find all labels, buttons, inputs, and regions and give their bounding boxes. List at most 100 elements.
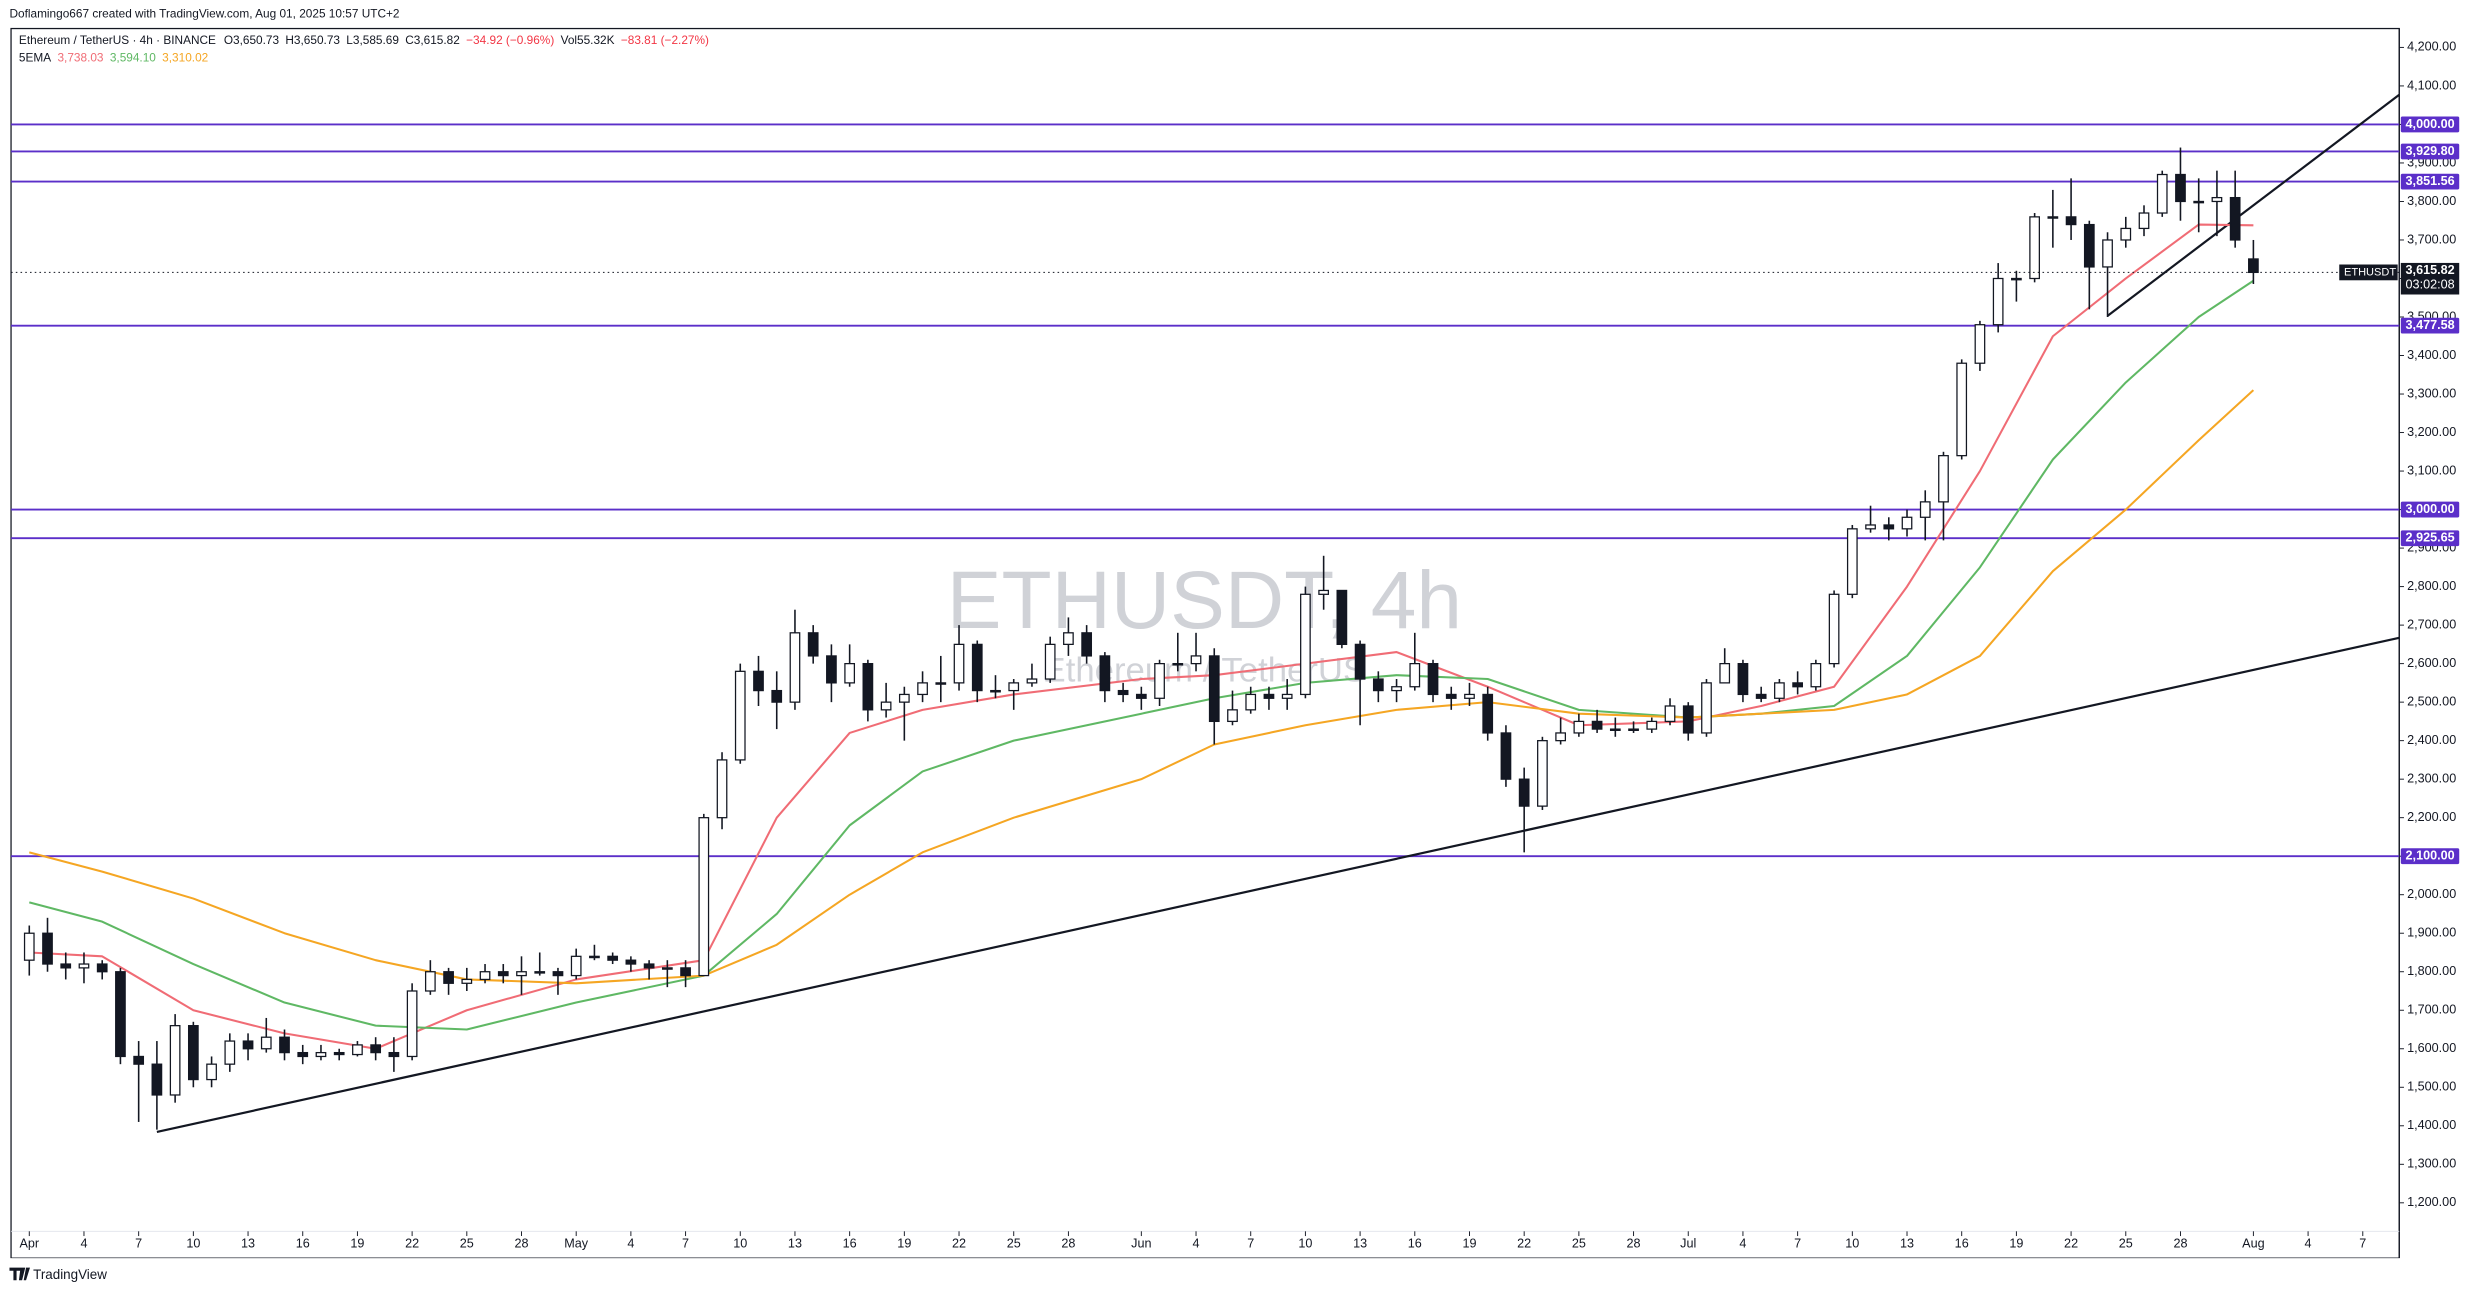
brand-logo [9, 1267, 30, 1281]
candle-body [1063, 632, 1074, 646]
candle-body [2248, 258, 2259, 274]
candle-body [42, 932, 53, 965]
candle-body [479, 971, 491, 981]
candle-body [2102, 239, 2113, 268]
candle-body [388, 1051, 400, 1058]
x-tick-label: 13 [788, 1236, 802, 1250]
candle-body [1628, 728, 1639, 731]
candle-body [1792, 682, 1803, 688]
x-tick-label: Jul [1680, 1236, 1696, 1250]
candle-body [1081, 632, 1093, 657]
candle-body [224, 1040, 236, 1065]
candle-body [1737, 662, 1749, 696]
candle-body [844, 662, 856, 684]
level-label: 3,929.80 [2406, 144, 2455, 158]
candle-body [661, 967, 673, 970]
x-tick-label: 25 [2119, 1236, 2133, 1250]
candle-body [880, 701, 892, 711]
y-tick-label: 3,200.00 [2407, 425, 2456, 439]
candle-body [1974, 324, 1986, 364]
candle-body [716, 759, 728, 819]
symbol-box [2339, 264, 2398, 281]
level-label: 3,000.00 [2406, 502, 2455, 516]
level-label: 2,925.65 [2406, 531, 2455, 545]
candle-body [60, 963, 72, 969]
candle-body [2047, 216, 2059, 219]
candle-body [1409, 662, 1421, 688]
candle-body [315, 1051, 327, 1058]
candle-body [990, 689, 1001, 693]
level-label-box [2400, 173, 2460, 190]
x-tick-label: May [564, 1236, 589, 1250]
candle-body [151, 1063, 163, 1096]
trendline [2106, 93, 2400, 317]
y-tick-label: 2,200.00 [2407, 810, 2456, 824]
candle-body [2029, 216, 2040, 280]
candle-body [1810, 662, 1822, 688]
volume-change: −83.81 (−2.27%) [621, 33, 709, 47]
candle-body [1701, 682, 1712, 734]
candle-body [1865, 524, 1876, 530]
candle-body [1245, 693, 1257, 711]
candle-body [2138, 212, 2150, 230]
x-tick-label: 19 [350, 1236, 364, 1250]
top-bar [0, 0, 2475, 29]
candle-body [734, 670, 746, 761]
candle-body [2011, 277, 2022, 281]
candle-body [115, 971, 126, 1058]
candle-body [607, 955, 619, 961]
x-tick-label: 7 [2359, 1236, 2366, 1250]
y-tick-label: 2,600.00 [2407, 656, 2456, 670]
candle-body [826, 655, 837, 684]
x-tick-label: 4 [2305, 1236, 2312, 1250]
high: H3,650.73 [285, 33, 340, 47]
x-tick-label: 4 [627, 1236, 634, 1250]
close: C3,615.82 [405, 33, 460, 47]
y-tick-label: 1,900.00 [2407, 926, 2456, 940]
candle-body [497, 971, 509, 977]
x-tick-label: 28 [2173, 1236, 2187, 1250]
level-label: 3,851.56 [2406, 174, 2455, 188]
x-tick-label: 7 [135, 1236, 142, 1250]
candle-body [206, 1063, 217, 1081]
candle-body [461, 978, 473, 984]
candle-body [1172, 662, 1184, 666]
y-tick-label: 2,500.00 [2407, 694, 2456, 708]
candle-body [1117, 689, 1129, 696]
candle-body [1500, 732, 1512, 780]
x-tick-label: 7 [1794, 1236, 1801, 1250]
candle-body [1154, 662, 1165, 699]
ema-value: 3,738.03 [57, 51, 103, 65]
x-tick-label: 19 [1462, 1236, 1476, 1250]
y-tick-label: 2,700.00 [2407, 617, 2456, 631]
candle-body [1537, 740, 1548, 807]
candle-body [789, 632, 801, 703]
y-tick-label: 1,200.00 [2407, 1195, 2456, 1209]
trendline [156, 636, 2400, 1134]
candle-body [552, 971, 564, 977]
x-tick-label: 10 [186, 1236, 200, 1250]
x-tick-label: 25 [460, 1236, 474, 1250]
candle-body [1774, 682, 1785, 699]
level-label-box [2400, 116, 2460, 133]
candle-body [1208, 655, 1220, 723]
candle-body [1482, 693, 1494, 734]
candle-body [443, 971, 454, 984]
ema-legend-title: 5EMA [19, 51, 51, 65]
candle-body [2083, 223, 2095, 268]
candle-body [1099, 655, 1111, 692]
candle-body [935, 682, 947, 685]
x-tick-label: 22 [405, 1236, 419, 1250]
candle-body [1901, 516, 1913, 530]
candle-body [898, 693, 910, 703]
candle-body [279, 1036, 290, 1054]
x-tick-label: 16 [296, 1236, 310, 1250]
y-tick-label: 4,100.00 [2407, 78, 2456, 92]
candle-body [424, 971, 436, 992]
ema-line [29, 389, 2255, 985]
level-label: 2,100.00 [2406, 849, 2455, 863]
x-tick-label: 13 [241, 1236, 255, 1250]
ema-value: 3,594.10 [110, 51, 156, 65]
candle-body [589, 955, 600, 959]
